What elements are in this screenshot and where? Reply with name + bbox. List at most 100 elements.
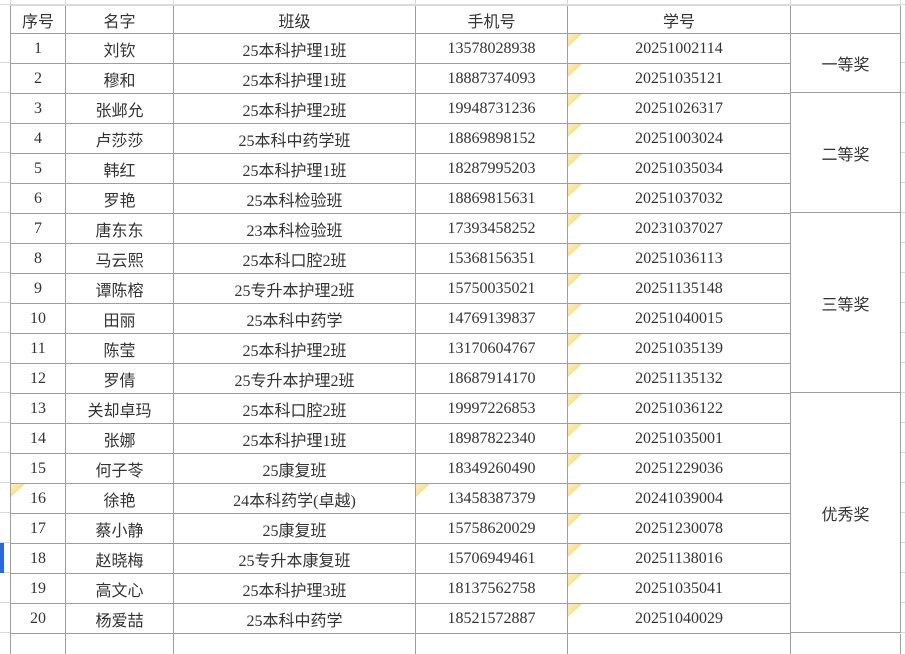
cell-phone[interactable]: 19997226853 <box>416 394 568 424</box>
cell-empty[interactable] <box>11 634 66 654</box>
header-phone[interactable]: 手机号 <box>416 6 568 34</box>
cell-class[interactable]: 25本科护理2班 <box>174 94 416 124</box>
cell-name[interactable]: 刘钦 <box>66 34 174 64</box>
cell-student-id[interactable]: 20251135132 <box>568 364 791 394</box>
cell-index[interactable]: 1 <box>11 34 66 64</box>
cell-name[interactable]: 何子苓 <box>66 454 174 484</box>
cell-student-id[interactable]: 20251230078 <box>568 514 791 544</box>
cell-name[interactable]: 穆和 <box>66 64 174 94</box>
header-class[interactable]: 班级 <box>174 6 416 34</box>
cell-name[interactable]: 高文心 <box>66 574 174 604</box>
cell-index[interactable]: 15 <box>11 454 66 484</box>
cell-name[interactable]: 关却卓玛 <box>66 394 174 424</box>
cell-index[interactable]: 7 <box>11 214 66 244</box>
cell-index[interactable]: 16 <box>11 484 66 514</box>
award-cell-first[interactable]: 一等奖 <box>791 33 901 93</box>
cell-name[interactable]: 赵晓梅 <box>66 544 174 574</box>
cell-name[interactable]: 徐艳 <box>66 484 174 514</box>
cell-class[interactable]: 25本科护理2班 <box>174 334 416 364</box>
award-cell-second[interactable]: 二等奖 <box>791 93 901 213</box>
cell-index[interactable]: 13 <box>11 394 66 424</box>
cell-index[interactable]: 8 <box>11 244 66 274</box>
cell-student-id[interactable]: 20251026317 <box>568 94 791 124</box>
cell-phone[interactable]: 18137562758 <box>416 574 568 604</box>
cell-class[interactable]: 25本科检验班 <box>174 184 416 214</box>
cell-phone[interactable]: 18349260490 <box>416 454 568 484</box>
cell-name[interactable]: 韩红 <box>66 154 174 184</box>
cell-student-id[interactable]: 20251138016 <box>568 544 791 574</box>
cell-student-id[interactable]: 20251035001 <box>568 424 791 454</box>
cell-phone[interactable]: 15368156351 <box>416 244 568 274</box>
cell-class[interactable]: 25本科口腔2班 <box>174 394 416 424</box>
cell-student-id[interactable]: 20251035034 <box>568 154 791 184</box>
cell-empty[interactable] <box>791 634 901 654</box>
cell-index[interactable]: 20 <box>11 604 66 634</box>
cell-class[interactable]: 25本科护理1班 <box>174 34 416 64</box>
cell-phone[interactable]: 15758620029 <box>416 514 568 544</box>
cell-phone[interactable]: 14769139837 <box>416 304 568 334</box>
cell-phone[interactable]: 17393458252 <box>416 214 568 244</box>
cell-name[interactable]: 马云熙 <box>66 244 174 274</box>
cell-index[interactable]: 10 <box>11 304 66 334</box>
cell-student-id[interactable]: 20251035121 <box>568 64 791 94</box>
header-name[interactable]: 名字 <box>66 6 174 34</box>
header-index[interactable]: 序号 <box>11 6 66 34</box>
cell-phone[interactable]: 18521572887 <box>416 604 568 634</box>
cell-class[interactable]: 25本科护理1班 <box>174 154 416 184</box>
cell-student-id[interactable]: 20251003024 <box>568 124 791 154</box>
cell-student-id[interactable]: 20241039004 <box>568 484 791 514</box>
cell-class[interactable]: 24本科药学(卓越) <box>174 484 416 514</box>
header-student-id[interactable]: 学号 <box>568 6 791 34</box>
cell-name[interactable]: 卢莎莎 <box>66 124 174 154</box>
cell-phone[interactable]: 13170604767 <box>416 334 568 364</box>
cell-student-id[interactable]: 20251002114 <box>568 34 791 64</box>
cell-student-id[interactable]: 20251037032 <box>568 184 791 214</box>
cell-name[interactable]: 蔡小静 <box>66 514 174 544</box>
cell-phone[interactable]: 15706949461 <box>416 544 568 574</box>
cell-index[interactable]: 19 <box>11 574 66 604</box>
cell-phone[interactable]: 15750035021 <box>416 274 568 304</box>
cell-student-id[interactable]: 20251135148 <box>568 274 791 304</box>
cell-phone[interactable]: 13578028938 <box>416 34 568 64</box>
cell-phone[interactable]: 18687914170 <box>416 364 568 394</box>
award-cell-third[interactable]: 三等奖 <box>791 213 901 393</box>
cell-class[interactable]: 25康复班 <box>174 514 416 544</box>
cell-student-id[interactable]: 20251035139 <box>568 334 791 364</box>
cell-class[interactable]: 25专升本康复班 <box>174 544 416 574</box>
cell-empty[interactable] <box>416 634 568 654</box>
cell-index[interactable]: 9 <box>11 274 66 304</box>
cell-student-id[interactable]: 20231037027 <box>568 214 791 244</box>
header-award[interactable] <box>791 6 901 34</box>
cell-student-id[interactable]: 20251036113 <box>568 244 791 274</box>
cell-name[interactable]: 田丽 <box>66 304 174 334</box>
cell-index[interactable]: 5 <box>11 154 66 184</box>
cell-class[interactable]: 25本科口腔2班 <box>174 244 416 274</box>
cell-student-id[interactable]: 20251229036 <box>568 454 791 484</box>
cell-index[interactable]: 4 <box>11 124 66 154</box>
cell-name[interactable]: 张邺允 <box>66 94 174 124</box>
cell-class[interactable]: 25本科中药学 <box>174 604 416 634</box>
cell-student-id[interactable]: 20251035041 <box>568 574 791 604</box>
cell-phone[interactable]: 18287995203 <box>416 154 568 184</box>
cell-index[interactable]: 14 <box>11 424 66 454</box>
cell-name[interactable]: 陈莹 <box>66 334 174 364</box>
cell-name[interactable]: 杨爱喆 <box>66 604 174 634</box>
cell-phone[interactable]: 18887374093 <box>416 64 568 94</box>
cell-student-id[interactable]: 20251040015 <box>568 304 791 334</box>
cell-phone[interactable]: 13458387379 <box>416 484 568 514</box>
cell-index[interactable]: 17 <box>11 514 66 544</box>
cell-index[interactable]: 12 <box>11 364 66 394</box>
cell-class[interactable]: 25本科护理1班 <box>174 424 416 454</box>
cell-index[interactable]: 6 <box>11 184 66 214</box>
cell-index[interactable]: 3 <box>11 94 66 124</box>
cell-class[interactable]: 25本科中药学 <box>174 304 416 334</box>
cell-name[interactable]: 谭陈榕 <box>66 274 174 304</box>
cell-name[interactable]: 罗艳 <box>66 184 174 214</box>
cell-phone[interactable]: 19948731236 <box>416 94 568 124</box>
cell-index[interactable]: 11 <box>11 334 66 364</box>
cell-class[interactable]: 23本科检验班 <box>174 214 416 244</box>
cell-name[interactable]: 唐东东 <box>66 214 174 244</box>
cell-empty[interactable] <box>174 634 416 654</box>
cell-empty[interactable] <box>66 634 174 654</box>
cell-empty[interactable] <box>568 634 791 654</box>
